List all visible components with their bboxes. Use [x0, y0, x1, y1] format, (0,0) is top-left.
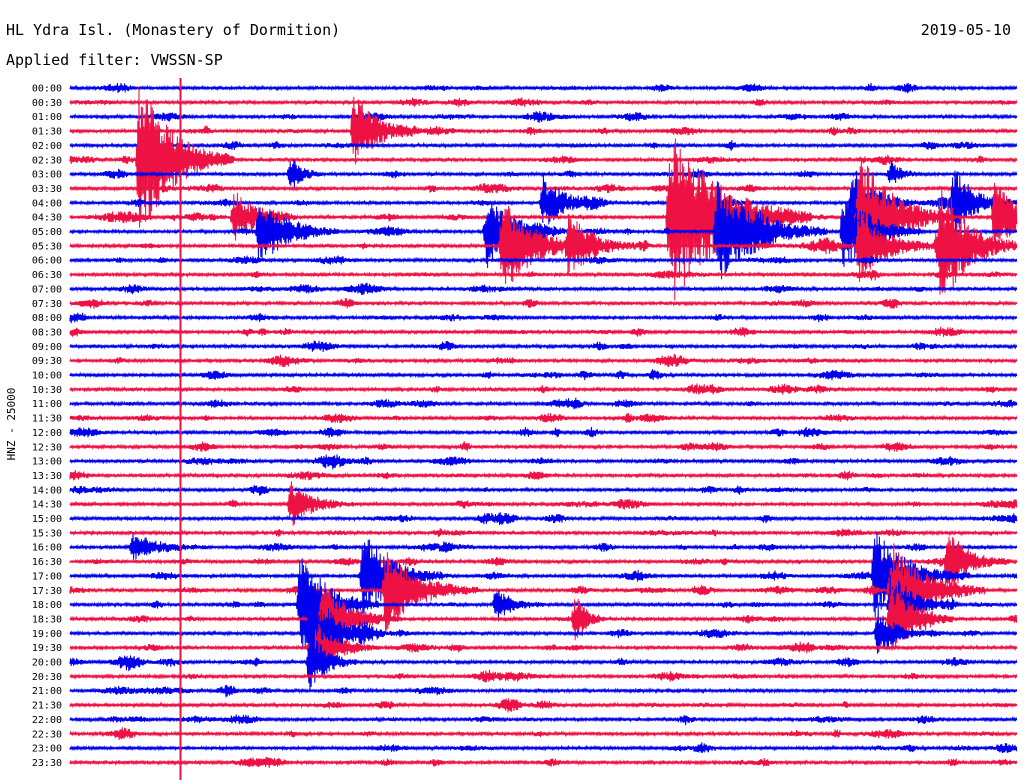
time-label: 23:00 — [32, 744, 62, 755]
time-label: 00:00 — [32, 84, 62, 95]
station-title: HL Ydra Isl. (Monastery of Dormition) — [6, 21, 341, 39]
date-label: 2019-05-10 — [920, 21, 1011, 39]
time-label: 13:30 — [32, 471, 62, 482]
time-label: 01:30 — [32, 127, 62, 138]
time-label: 03:00 — [32, 170, 62, 181]
time-label: 04:00 — [32, 198, 62, 209]
time-label: 14:30 — [32, 500, 62, 511]
time-label: 11:30 — [32, 414, 62, 425]
time-label: 07:00 — [32, 284, 62, 295]
time-label: 09:00 — [32, 342, 62, 353]
time-label: 22:30 — [32, 729, 62, 740]
time-label: 08:30 — [32, 327, 62, 338]
time-label: 04:30 — [32, 213, 62, 224]
time-labels: 00:00 00:30 01:00 01:30 02:00 02:30 03:00 03:30… — [32, 84, 62, 769]
time-label: 02:00 — [32, 141, 62, 152]
time-label: 02:30 — [32, 155, 62, 166]
time-label: 05:00 — [32, 227, 62, 238]
time-label: 07:30 — [32, 299, 62, 310]
time-label: 01:00 — [32, 112, 62, 123]
time-label: 15:00 — [32, 514, 62, 525]
time-label: 15:30 — [32, 528, 62, 539]
time-label: 12:30 — [32, 442, 62, 453]
time-label: 21:00 — [32, 686, 62, 697]
time-label: 23:30 — [32, 758, 62, 769]
time-label: 17:30 — [32, 586, 62, 597]
time-label: 08:00 — [32, 313, 62, 324]
time-label: 18:30 — [32, 614, 62, 625]
time-label: 12:00 — [32, 428, 62, 439]
time-label: 10:30 — [32, 385, 62, 396]
time-label: 13:00 — [32, 457, 62, 468]
time-label: 20:30 — [32, 672, 62, 683]
time-label: 16:00 — [32, 543, 62, 554]
time-label: 19:00 — [32, 629, 62, 640]
time-label: 00:30 — [32, 98, 62, 109]
time-label: 05:30 — [32, 241, 62, 252]
filter-label: Applied filter: VWSSN-SP — [6, 51, 223, 69]
time-label: 18:00 — [32, 600, 62, 611]
time-label: 14:00 — [32, 485, 62, 496]
channel-axis-label: HNZ - 25000 — [5, 388, 18, 461]
time-label: 06:00 — [32, 256, 62, 267]
time-label: 20:00 — [32, 658, 62, 669]
time-label: 11:00 — [32, 399, 62, 410]
time-label: 10:00 — [32, 371, 62, 382]
trace-row-2000 — [69, 634, 1018, 693]
time-label: 06:30 — [32, 270, 62, 281]
time-label: 19:30 — [32, 643, 62, 654]
traces — [69, 82, 1018, 769]
time-label: 21:30 — [32, 701, 62, 712]
time-label: 17:00 — [32, 571, 62, 582]
time-label: 22:00 — [32, 715, 62, 726]
time-label: 16:30 — [32, 557, 62, 568]
time-label: 09:30 — [32, 356, 62, 367]
time-label: 03:30 — [32, 184, 62, 195]
